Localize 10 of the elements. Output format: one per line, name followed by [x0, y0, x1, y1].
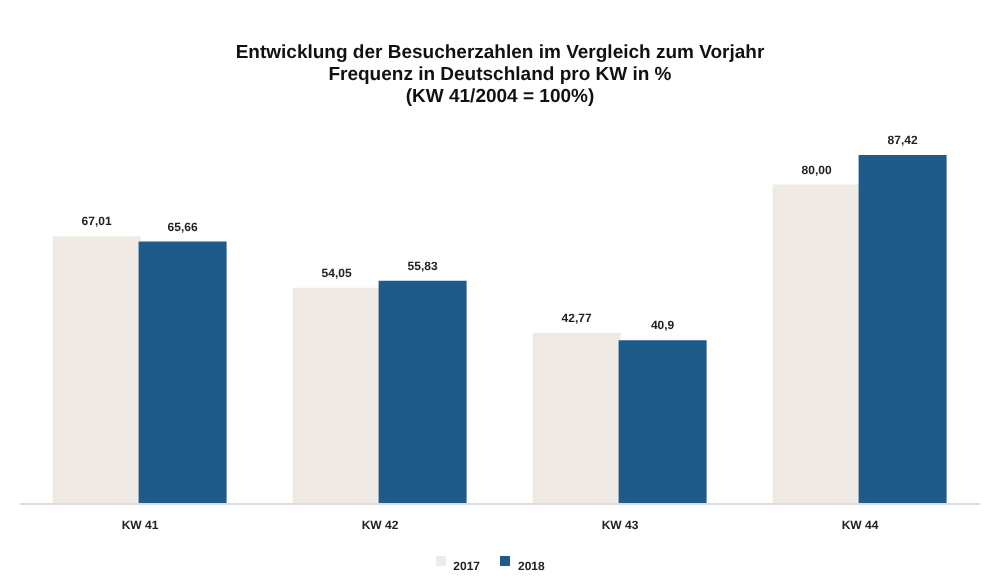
bar [378, 280, 467, 505]
bar [618, 340, 707, 505]
bar [772, 184, 861, 505]
bar [292, 287, 381, 505]
chart-title: Entwicklung der Besucherzahlen im Vergleich zum Vorjahr [233, 42, 767, 64]
bar [858, 155, 947, 505]
bar [138, 241, 227, 505]
bar [52, 236, 141, 505]
bar [532, 332, 621, 505]
chart-subtitle: Frequenz in Deutschland pro KW in % (KW 41/2004 = 100%) [326, 64, 674, 108]
